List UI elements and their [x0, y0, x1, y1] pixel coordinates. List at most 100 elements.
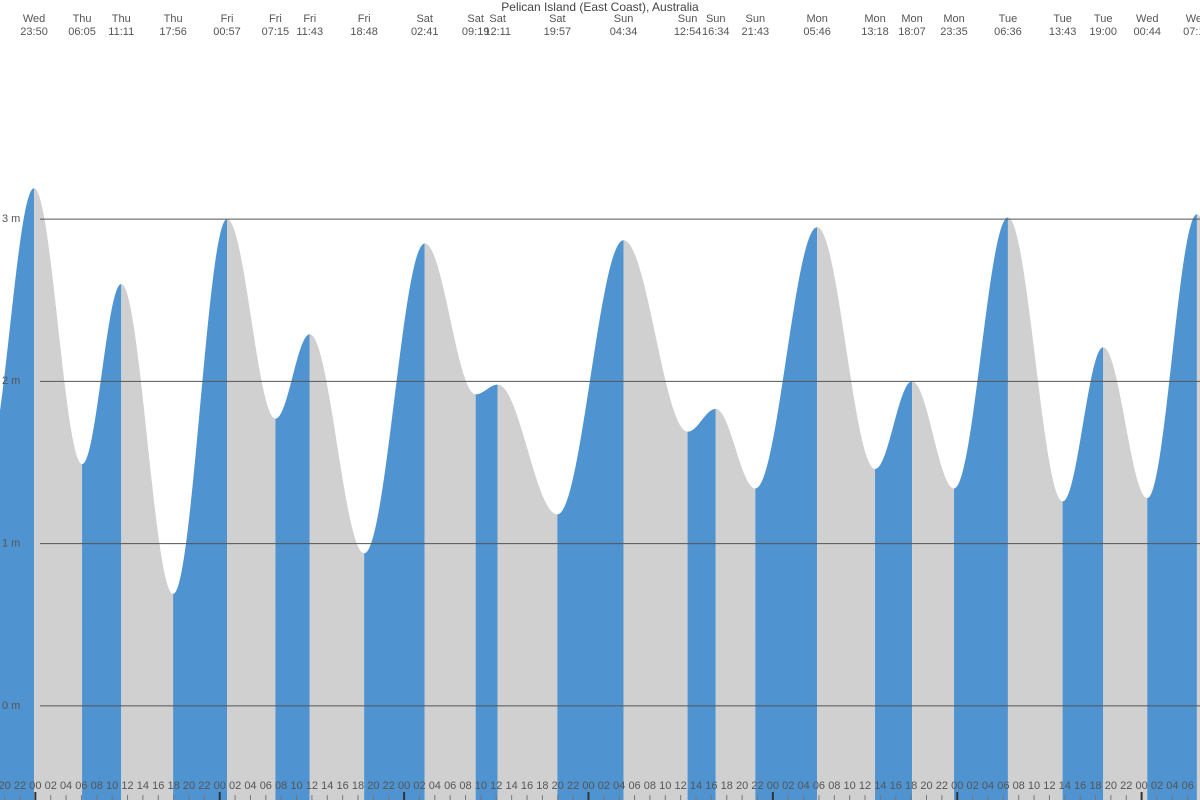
- x-tick-label: 08: [1013, 780, 1025, 792]
- x-tick-label: 08: [91, 780, 103, 792]
- extreme-time: 17:56: [159, 26, 187, 38]
- x-tick-label: 14: [690, 780, 702, 792]
- tide-segment: [275, 334, 310, 800]
- extreme-day: Thu: [164, 13, 183, 25]
- extreme-time: 09:19: [462, 26, 490, 38]
- x-tick-label: 06: [628, 780, 640, 792]
- x-tick-label: 06: [75, 780, 87, 792]
- extreme-day: Tue: [999, 13, 1018, 25]
- x-tick-label: 04: [429, 780, 441, 792]
- x-tick-label: 18: [352, 780, 364, 792]
- x-tick-label: 22: [1120, 780, 1132, 792]
- x-tick-label: 10: [290, 780, 302, 792]
- x-tick-label: 12: [859, 780, 871, 792]
- tide-segment: [309, 334, 365, 800]
- x-tick-label: 12: [1043, 780, 1055, 792]
- tide-segment: [1196, 214, 1200, 800]
- x-tick-label: 22: [198, 780, 210, 792]
- x-tick-label: 20: [552, 780, 564, 792]
- tide-segment: [364, 243, 425, 800]
- extreme-day: Sat: [467, 13, 484, 25]
- extreme-day: Sat: [549, 13, 566, 25]
- x-tick-label: 06: [260, 780, 272, 792]
- x-tick-label: 12: [121, 780, 133, 792]
- x-tick-label: 22: [567, 780, 579, 792]
- x-tick-label: 12: [306, 780, 318, 792]
- x-tick-label: 20: [736, 780, 748, 792]
- x-tick-label: 04: [613, 780, 625, 792]
- extreme-time: 12:11: [484, 26, 511, 38]
- x-tick-label: 22: [751, 780, 763, 792]
- extreme-time: 04:34: [610, 26, 638, 38]
- x-tick-label: 16: [521, 780, 533, 792]
- tide-segment: [875, 381, 913, 800]
- x-tick-label: 06: [997, 780, 1009, 792]
- x-tick-label: 02: [413, 780, 425, 792]
- extreme-time: 02:41: [411, 26, 439, 38]
- extreme-time: 05:46: [803, 26, 831, 38]
- x-tick-label: 16: [705, 780, 717, 792]
- x-tick-label: 08: [644, 780, 656, 792]
- extreme-time: 06:36: [994, 26, 1022, 38]
- x-tick-label: 04: [1166, 780, 1178, 792]
- x-tick-label: 22: [936, 780, 948, 792]
- tide-segment: [497, 384, 558, 800]
- tide-segment: [34, 188, 83, 800]
- x-tick-label: 00: [29, 780, 41, 792]
- tide-segment: [1062, 347, 1104, 800]
- tide-segment: [954, 217, 1008, 800]
- x-tick-label: 18: [1089, 780, 1101, 792]
- x-tick-label: 20: [183, 780, 195, 792]
- extreme-day: Tue: [1053, 13, 1072, 25]
- x-tick-label: 18: [905, 780, 917, 792]
- extreme-time: 13:18: [861, 26, 889, 38]
- extreme-time: 18:48: [350, 26, 378, 38]
- x-tick-label: 14: [137, 780, 149, 792]
- tide-segment: [715, 408, 756, 800]
- x-tick-label: 08: [828, 780, 840, 792]
- x-tick-label: 02: [1151, 780, 1163, 792]
- extreme-day: Sun: [746, 13, 766, 25]
- y-tick-label: 2 m: [2, 375, 20, 387]
- tide-segment: [557, 240, 624, 800]
- x-tick-label: 18: [167, 780, 179, 792]
- y-tick-label: 0 m: [2, 700, 20, 712]
- tide-segment: [424, 243, 476, 800]
- extreme-day: Wed: [1186, 13, 1200, 25]
- tide-segment: [1103, 347, 1148, 800]
- extreme-day: Thu: [112, 13, 131, 25]
- x-tick-label: 20: [367, 780, 379, 792]
- chart-title: Pelican Island (East Coast), Australia: [501, 0, 699, 14]
- tide-segment: [121, 283, 174, 800]
- y-tick-label: 3 m: [2, 213, 20, 225]
- extreme-day: Fri: [221, 13, 234, 25]
- extreme-day: Fri: [303, 13, 316, 25]
- x-tick-label: 04: [797, 780, 809, 792]
- x-tick-label: 18: [721, 780, 733, 792]
- x-tick-label: 00: [767, 780, 779, 792]
- x-tick-label: 10: [844, 780, 856, 792]
- y-tick-label: 1 m: [2, 538, 20, 550]
- extreme-day: Sun: [614, 13, 634, 25]
- extreme-time: 23:35: [940, 26, 968, 38]
- extreme-day: Wed: [23, 13, 45, 25]
- extreme-time: 00:44: [1133, 26, 1161, 38]
- extreme-time: 07:12: [1183, 26, 1200, 38]
- x-tick-label: 02: [966, 780, 978, 792]
- x-tick-label: 16: [152, 780, 164, 792]
- x-tick-label: 10: [1028, 780, 1040, 792]
- tide-segment: [687, 408, 716, 800]
- tide-segment: [623, 240, 688, 800]
- extreme-time: 21:43: [742, 26, 770, 38]
- extreme-time: 23:50: [20, 26, 48, 38]
- x-tick-label: 16: [890, 780, 902, 792]
- extreme-time: 16:34: [702, 26, 730, 38]
- x-tick-label: 00: [1135, 780, 1147, 792]
- x-tick-label: 10: [659, 780, 671, 792]
- x-tick-label: 06: [1182, 780, 1194, 792]
- x-tick-label: 04: [982, 780, 994, 792]
- x-tick-label: 00: [951, 780, 963, 792]
- x-tick-label: 04: [244, 780, 256, 792]
- extreme-time: 00:57: [213, 26, 241, 38]
- x-tick-label: 14: [321, 780, 333, 792]
